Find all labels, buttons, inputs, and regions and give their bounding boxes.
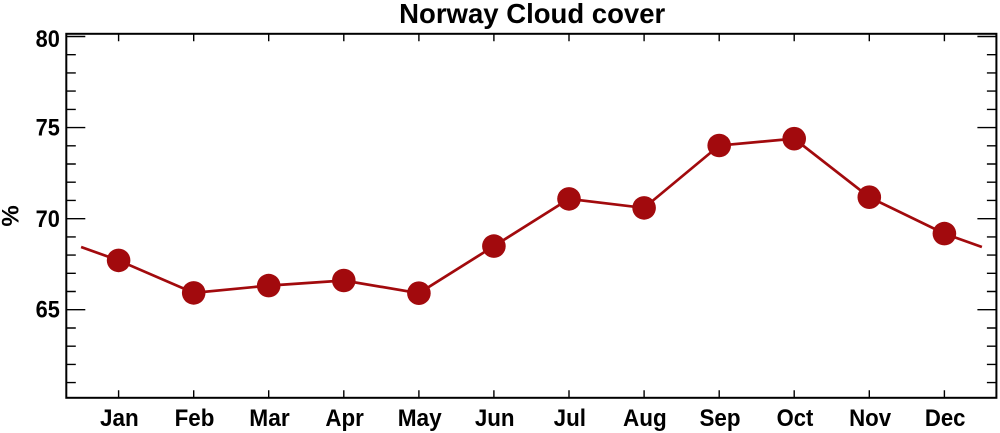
svg-text:Aug: Aug [623, 405, 667, 432]
svg-text:Mar: Mar [249, 405, 289, 432]
svg-text:80: 80 [36, 26, 60, 53]
svg-text:Jun: Jun [475, 405, 515, 432]
svg-text:75: 75 [36, 115, 60, 142]
svg-text:Nov: Nov [849, 405, 892, 432]
svg-text:70: 70 [36, 206, 60, 233]
svg-text:Dec: Dec [925, 405, 966, 432]
svg-text:Jul: Jul [554, 405, 586, 432]
svg-text:May: May [398, 405, 443, 432]
svg-text:65: 65 [36, 296, 60, 323]
svg-text:Jan: Jan [100, 405, 139, 432]
svg-text:Sep: Sep [700, 405, 741, 432]
svg-text:Oct: Oct [777, 405, 814, 432]
svg-text:Feb: Feb [175, 405, 215, 432]
svg-text:Norway Cloud cover: Norway Cloud cover [399, 0, 665, 29]
svg-text:%: % [0, 205, 25, 226]
svg-text:Apr: Apr [325, 405, 364, 432]
